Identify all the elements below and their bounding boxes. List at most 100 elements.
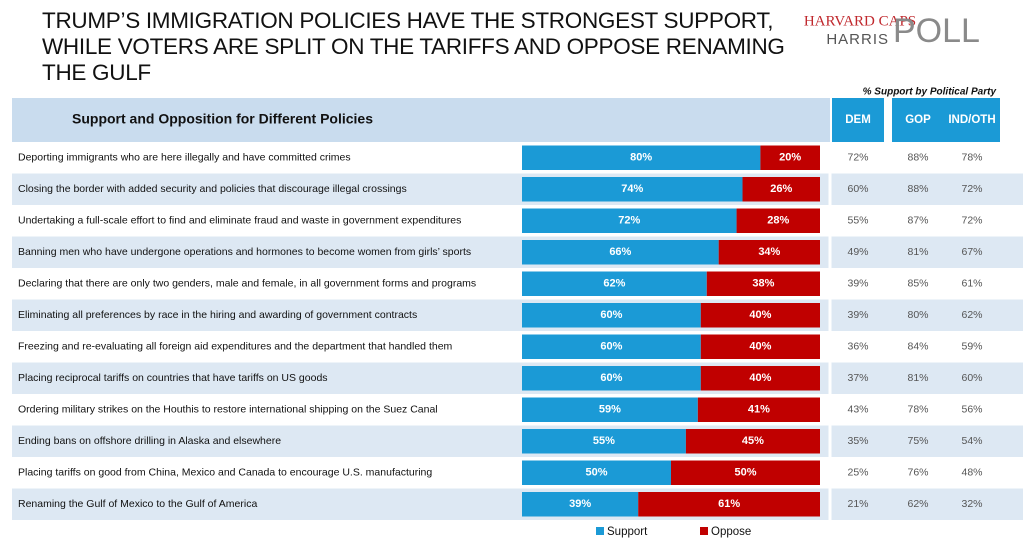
category-label: Banning men who have undergone operation… (18, 246, 471, 258)
party-cell: 67% (961, 246, 982, 258)
party-cell: 36% (847, 341, 868, 353)
bar-label: 40% (749, 341, 771, 353)
category-label: Undertaking a full-scale effort to find … (18, 215, 461, 227)
bar-label: 38% (752, 278, 774, 290)
bar-segment (522, 208, 737, 233)
row-band (12, 236, 1023, 268)
bar-segment (671, 460, 820, 485)
bar-segment (742, 177, 820, 202)
column-header-bg (892, 98, 944, 142)
party-cell: 88% (907, 183, 928, 195)
bar-segment (638, 492, 820, 517)
party-cell: 84% (907, 341, 928, 353)
bar-label: 62% (603, 278, 625, 290)
bar-label: 80% (630, 152, 652, 164)
category-label: Closing the border with added security a… (18, 183, 407, 195)
party-cell: 39% (847, 278, 868, 290)
category-label: Placing reciprocal tariffs on countries … (18, 372, 328, 384)
chart-title: Support and Opposition for Different Pol… (72, 111, 373, 127)
bar-label: 40% (749, 372, 771, 384)
bar-segment (522, 460, 671, 485)
bar-segment (522, 492, 639, 517)
bar-label: 34% (758, 246, 780, 258)
table-caption: % Support by Political Party (863, 87, 997, 98)
bar-label: 40% (749, 309, 771, 321)
category-label: Eliminating all preferences by race in t… (18, 309, 417, 321)
bar-segment (522, 240, 719, 265)
bar-label: 26% (770, 183, 792, 195)
column-header-bg (942, 98, 1000, 142)
row-band (12, 173, 1023, 205)
column-header: DEM (845, 114, 871, 126)
legend-swatch (700, 527, 708, 535)
row-band (12, 299, 1023, 331)
bar-label: 39% (569, 498, 591, 510)
legend-label: Oppose (711, 526, 751, 538)
bar-label: 60% (600, 341, 622, 353)
party-cell: 56% (961, 404, 982, 416)
bar-segment (718, 240, 820, 265)
bar-segment (522, 177, 743, 202)
party-cell: 76% (907, 467, 928, 479)
party-cell: 88% (907, 152, 928, 164)
party-cell: 37% (847, 372, 868, 384)
party-cell: 60% (961, 372, 982, 384)
party-cell: 60% (847, 183, 868, 195)
party-cell: 61% (961, 278, 982, 290)
party-cell: 43% (847, 404, 868, 416)
row-band (12, 488, 1023, 520)
bar-label: 72% (618, 215, 640, 227)
bar-segment (700, 303, 820, 328)
logo-mid: HARRIS (826, 31, 889, 48)
party-cell: 59% (961, 341, 982, 353)
row-band (12, 362, 1023, 394)
bar-segment (522, 271, 707, 296)
bar-segment (522, 303, 701, 328)
header-band (12, 98, 830, 142)
bar-label: 50% (585, 467, 607, 479)
party-cell: 85% (907, 278, 928, 290)
bar-label: 60% (600, 309, 622, 321)
bar-label: 55% (593, 435, 615, 447)
bar-segment (522, 366, 701, 391)
category-label: Declaring that there are only two gender… (18, 278, 476, 290)
bar-label: 60% (600, 372, 622, 384)
category-label: Ordering military strikes on the Houthis… (18, 404, 438, 416)
bar-segment (700, 334, 820, 359)
bar-label: 59% (599, 404, 621, 416)
bar-label: 28% (767, 215, 789, 227)
bar-label: 41% (748, 404, 770, 416)
column-header-bg (832, 98, 884, 142)
party-cell: 32% (961, 498, 982, 510)
bar-segment (697, 397, 820, 422)
legend-label: Support (607, 526, 648, 538)
bar-label: 20% (779, 152, 801, 164)
party-cell: 21% (847, 498, 868, 510)
bar-label: 61% (718, 498, 740, 510)
party-cell: 81% (907, 372, 928, 384)
party-cell: 72% (847, 152, 868, 164)
bar-segment (685, 429, 820, 454)
bar-label: 74% (621, 183, 643, 195)
party-cell: 80% (907, 309, 928, 321)
bar-segment (522, 429, 686, 454)
party-cell: 55% (847, 215, 868, 227)
party-cell: 78% (907, 404, 928, 416)
party-cell: 54% (961, 435, 982, 447)
party-cell: 25% (847, 467, 868, 479)
column-header: GOP (905, 114, 931, 126)
column-header: IND/OTH (948, 114, 995, 126)
party-cell: 81% (907, 246, 928, 258)
bar-segment (706, 271, 820, 296)
bar-label: 66% (609, 246, 631, 258)
party-cell: 39% (847, 309, 868, 321)
category-label: Placing tariffs on good from China, Mexi… (18, 467, 432, 479)
row-band (12, 425, 1023, 457)
party-cell: 87% (907, 215, 928, 227)
party-cell: 72% (961, 215, 982, 227)
party-cell: 48% (961, 467, 982, 479)
party-cell: 78% (961, 152, 982, 164)
bar-label: 45% (742, 435, 764, 447)
